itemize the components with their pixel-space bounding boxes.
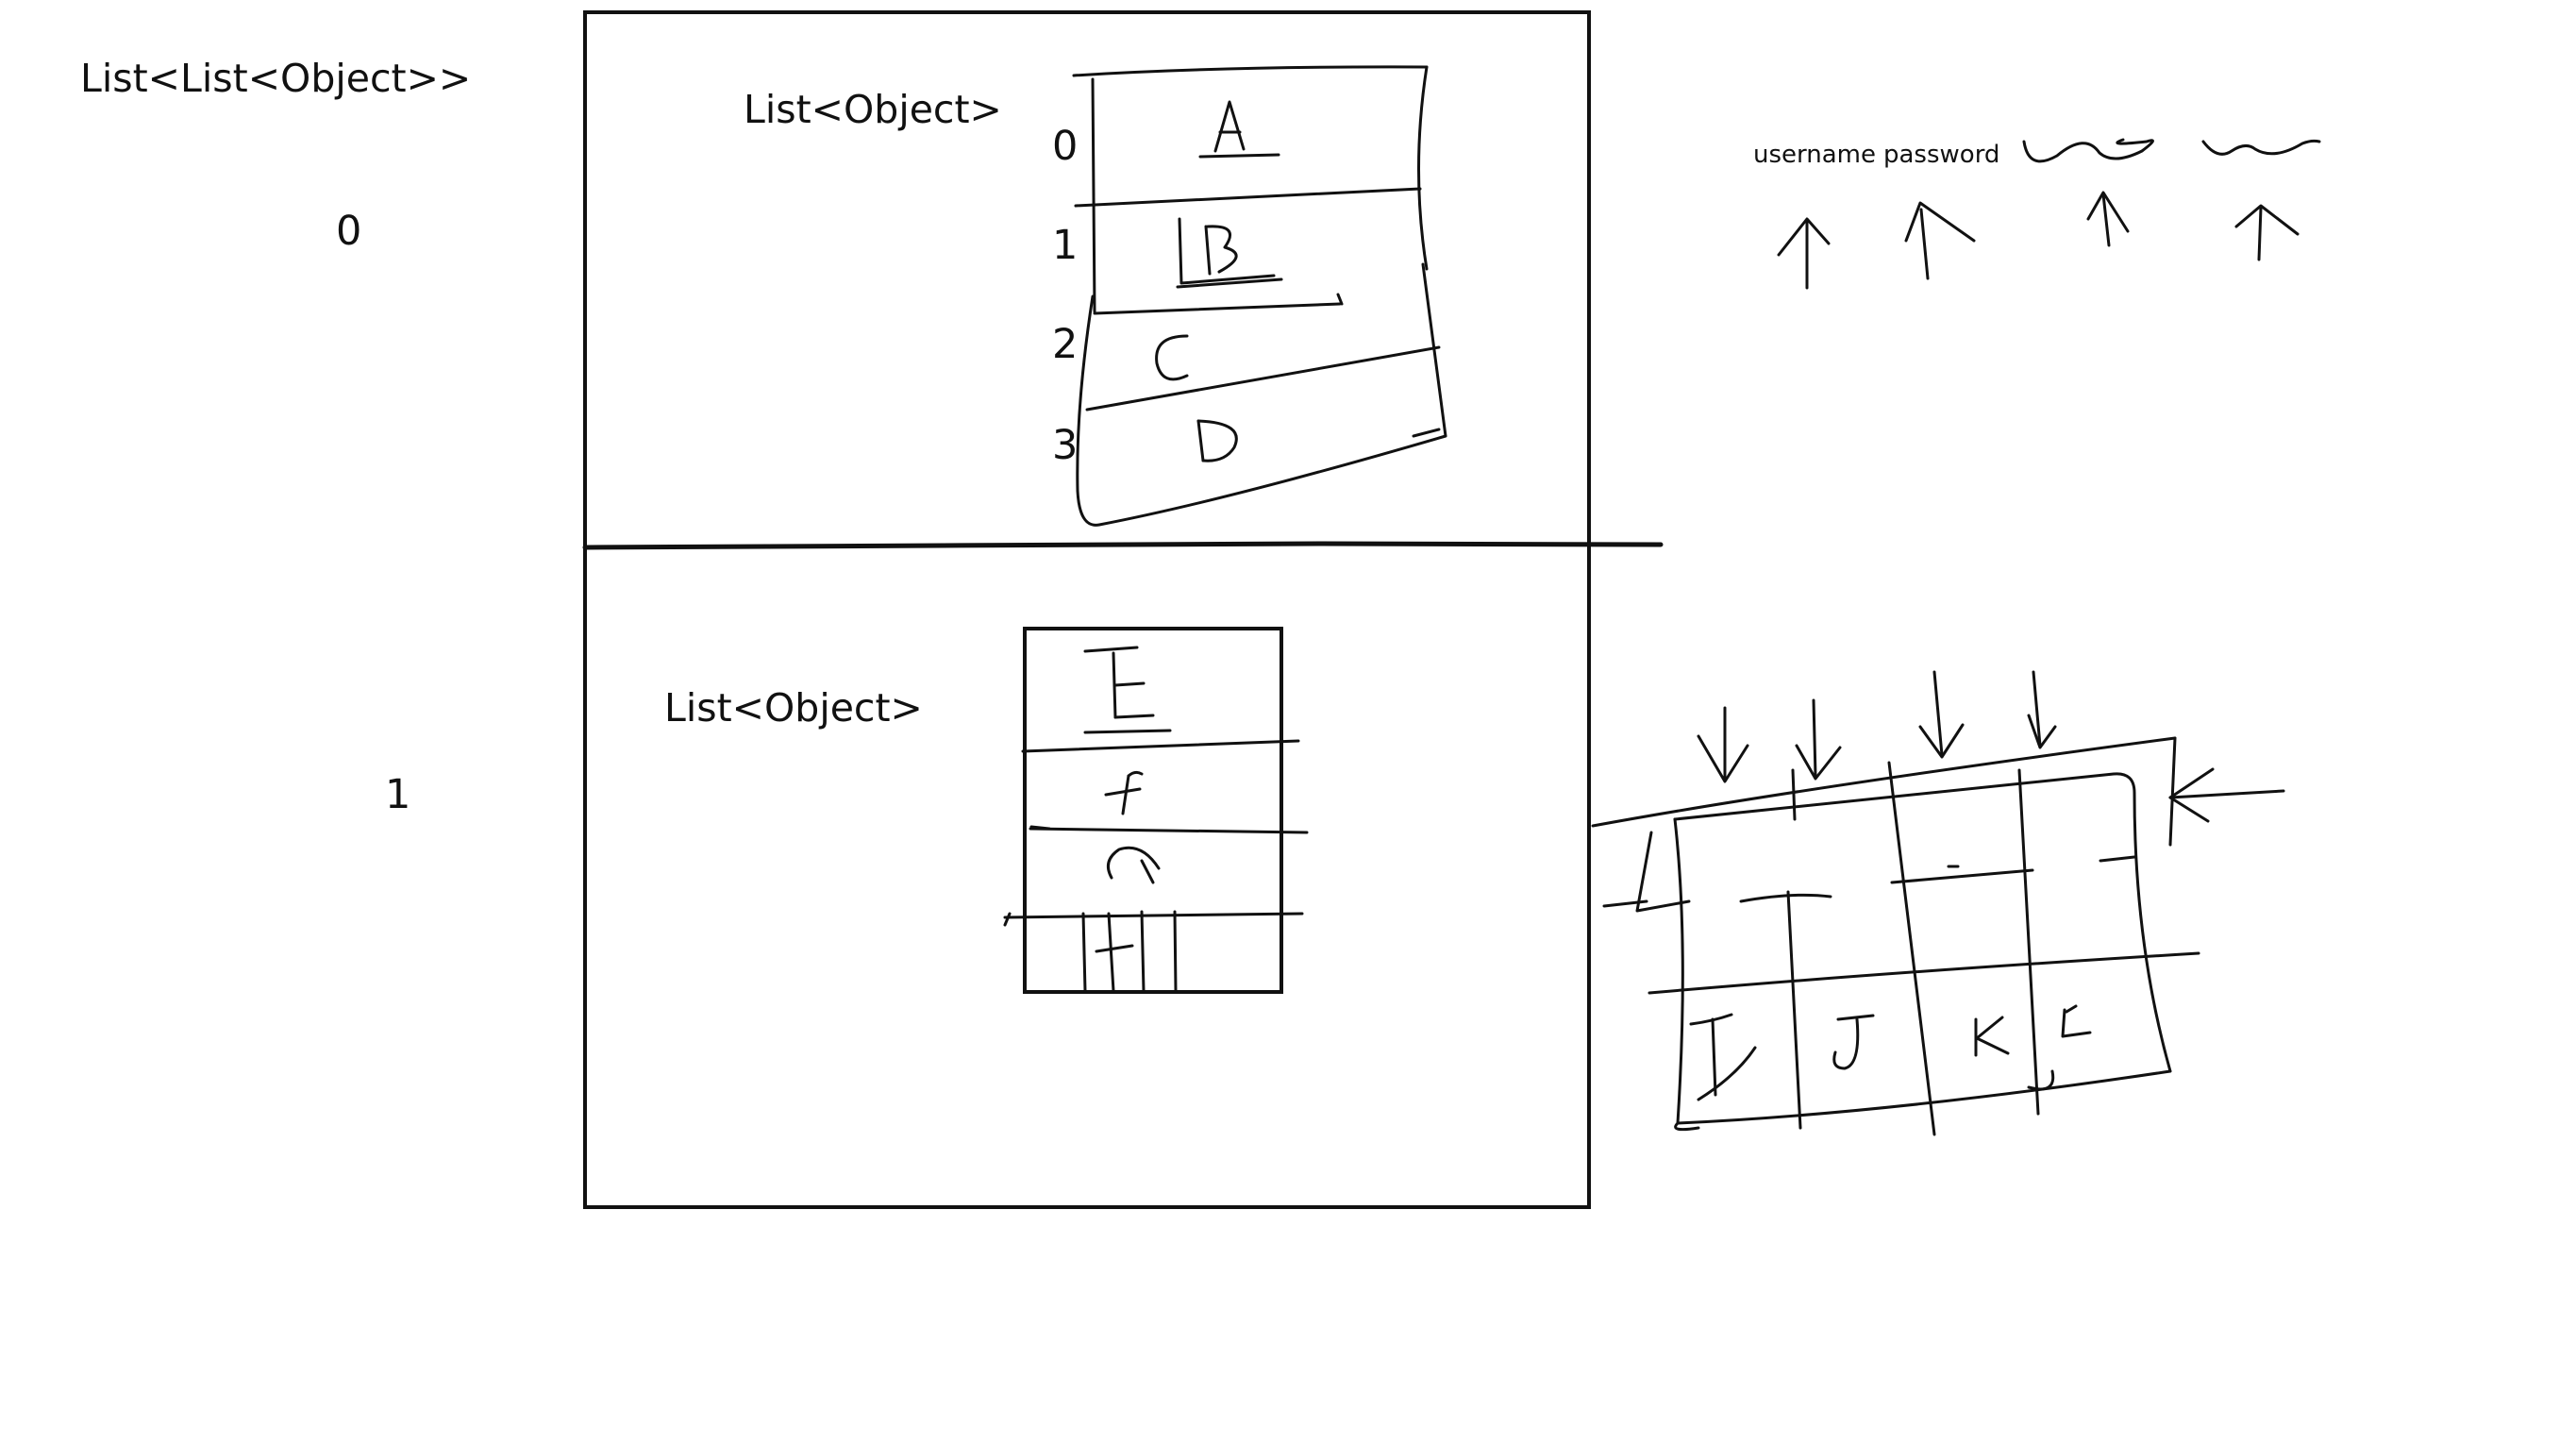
squiggle-1 [2022, 138, 2154, 163]
inner-top-index-0: 0 [1052, 123, 1079, 170]
item-k-glyph [1974, 1016, 2010, 1057]
grid-pointer-arrows [1697, 670, 2285, 823]
arrow-left-row [2168, 767, 2285, 823]
outer-list-label: List<List<Object>> [80, 56, 472, 101]
arrow-down-3 [1918, 670, 1965, 759]
item-a-glyph [1198, 100, 1280, 159]
inner-top-list-label: List<Object> [744, 87, 1002, 132]
grid-sketch [1591, 736, 2200, 1136]
item-l-glyph [2061, 1004, 2092, 1038]
item-h-glyph [1081, 910, 1178, 993]
arrow-up-2 [1904, 201, 1976, 280]
arrow-up-4 [2234, 204, 2300, 261]
outer-list-container [583, 10, 1591, 1209]
inner-top-items [1155, 100, 1283, 462]
inner-bottom-list-box [1023, 627, 1283, 994]
arrow-down-2 [1795, 698, 1842, 781]
inner-bottom-list-label: List<Object> [664, 685, 923, 731]
inner-top-index-1: 1 [1052, 222, 1079, 269]
inner-bottom-items [1081, 646, 1178, 993]
item-j-glyph [1832, 1014, 1875, 1070]
item-c-glyph [1155, 334, 1189, 381]
item-g-glyph [1106, 846, 1161, 884]
grid-items [1689, 1004, 2092, 1101]
arrow-up-1 [1777, 217, 1831, 290]
outer-index-0: 0 [336, 208, 362, 255]
inner-top-index-2: 2 [1052, 321, 1079, 368]
arrow-down-4 [2027, 670, 2057, 749]
outer-index-1: 1 [385, 771, 411, 818]
item-e-glyph [1083, 646, 1172, 734]
inner-top-index-3: 3 [1052, 422, 1079, 469]
column-pointer-arrows [1777, 191, 2300, 290]
item-i-glyph [1689, 1013, 1757, 1101]
inner-bottom-list-sketch [1003, 739, 1309, 927]
arrow-down-1 [1697, 706, 1749, 783]
arrow-up-3 [2086, 191, 2130, 247]
item-b-glyph [1176, 217, 1283, 289]
item-f-glyph [1104, 770, 1144, 815]
item-d-glyph [1196, 419, 1238, 462]
password-header: password [1883, 141, 2000, 169]
squiggle-2 [2201, 139, 2321, 156]
username-header: username [1753, 141, 1876, 169]
header-sketch [2022, 138, 2321, 163]
inner-top-list-sketch [1072, 65, 1447, 527]
outer-row-divider [582, 541, 1664, 550]
